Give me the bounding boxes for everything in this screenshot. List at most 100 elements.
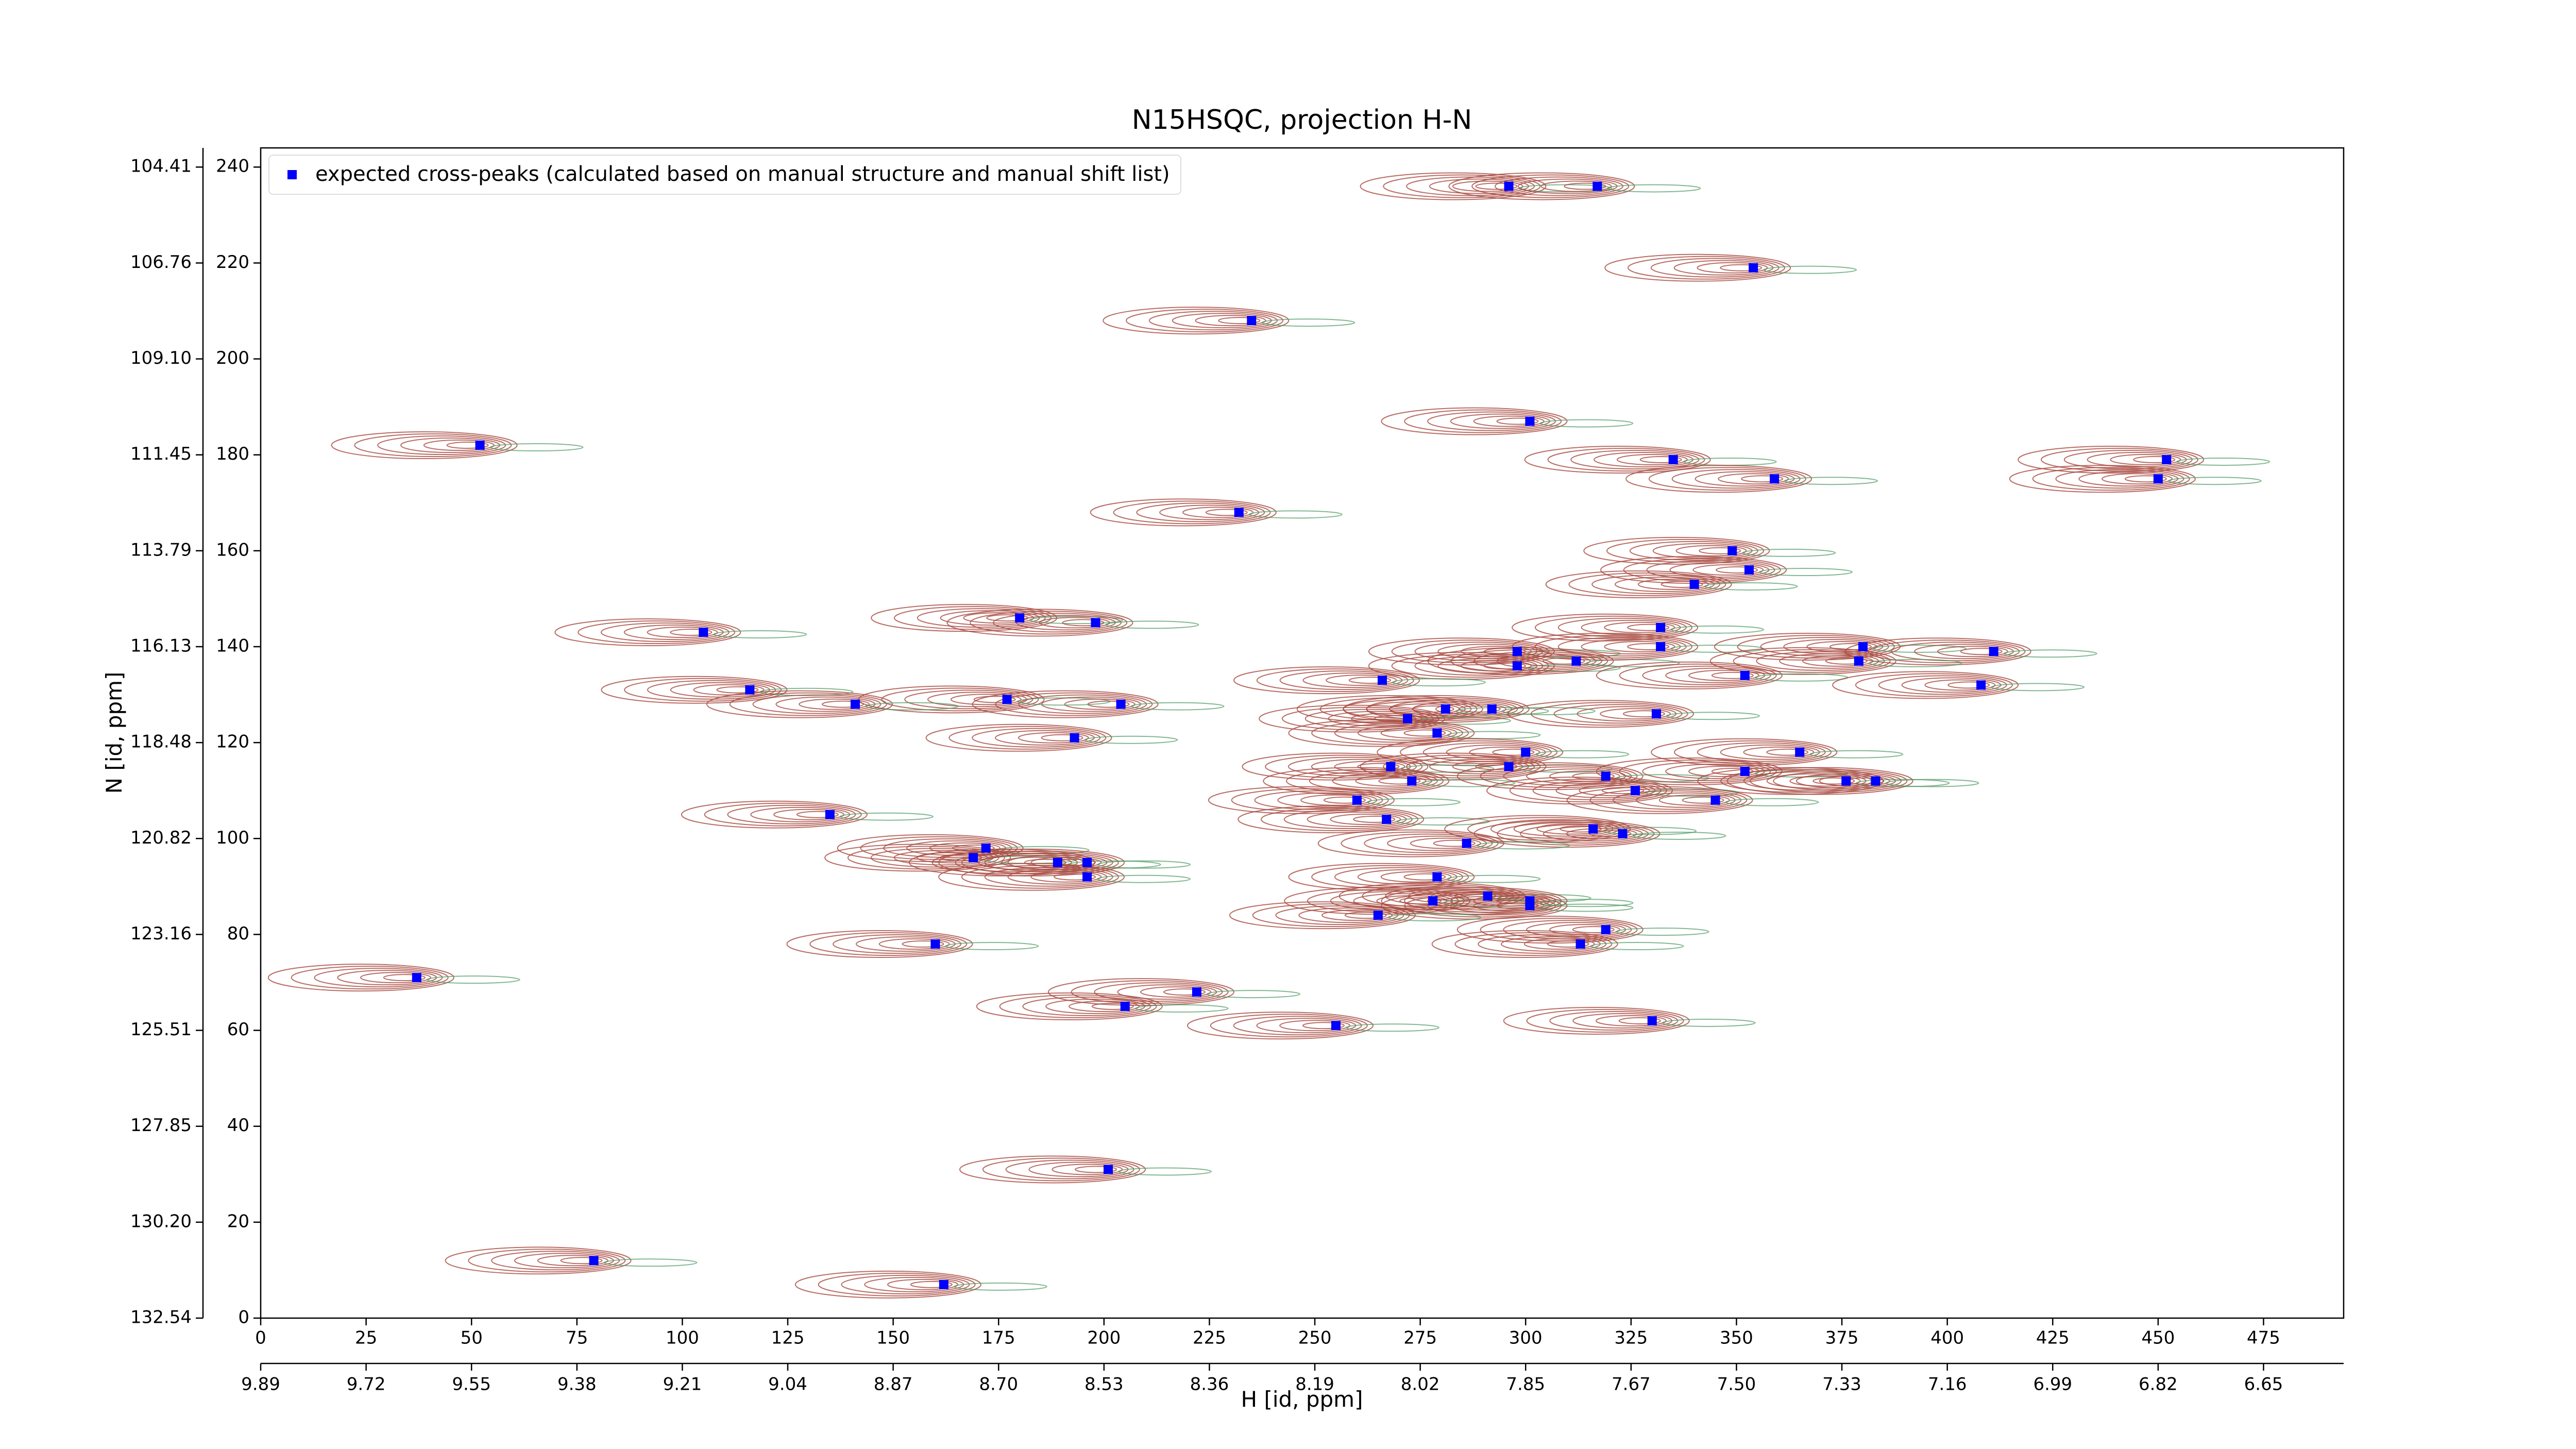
cross-peak: [1795, 747, 1805, 757]
contour: [647, 680, 776, 700]
legend-label: expected cross-peaks (calculated based o…: [315, 162, 1170, 186]
contour: [1473, 900, 1545, 912]
contour: [1625, 465, 1812, 493]
contour: [1475, 182, 1518, 190]
x2-tick-label: 7.85: [1506, 1374, 1545, 1395]
cross-peak: [1710, 795, 1720, 805]
contour: [1606, 538, 1765, 563]
contour: [1648, 467, 1806, 491]
contour: [1447, 731, 1541, 739]
contour: [1447, 874, 1541, 883]
y2-tick-label: 118.48: [130, 732, 192, 752]
contour: [1136, 502, 1265, 523]
contour: [2063, 449, 2193, 469]
contour: [1512, 632, 1699, 661]
contour: [1403, 873, 1446, 881]
contour: [1406, 756, 1535, 777]
contour: [1218, 317, 1261, 325]
contour: [1494, 176, 1623, 196]
contour: [1535, 750, 1630, 759]
contour: [2055, 469, 2184, 489]
contour: [1733, 649, 1891, 673]
cross-peak: [1740, 766, 1750, 776]
contour: [1583, 536, 1770, 565]
contour: [1410, 837, 1481, 849]
contour: [963, 612, 1035, 624]
contour: [1675, 545, 1747, 557]
contour: [331, 431, 518, 460]
x-tick-label: 150: [876, 1328, 910, 1349]
contour: [1570, 449, 1700, 469]
contour: [1568, 572, 1726, 596]
contour: [1097, 874, 1191, 883]
cross-peak: [1070, 733, 1079, 743]
contour: [1557, 636, 1687, 656]
contour: [603, 1258, 698, 1267]
contour: [1047, 978, 1234, 1006]
contour: [1233, 666, 1420, 695]
contour: [1256, 668, 1414, 693]
contour: [706, 690, 893, 718]
contour: [1868, 659, 1962, 667]
contour: [1399, 897, 1442, 905]
contour: [1450, 649, 1608, 673]
cross-peak: [1407, 776, 1417, 786]
contour: [1697, 262, 1768, 274]
contour: [1604, 641, 1675, 652]
contour: [799, 698, 870, 710]
cross-peak: [1656, 622, 1666, 632]
cross-peak: [1002, 695, 1012, 704]
contour: [1642, 761, 1771, 781]
x2-tick-label: 9.89: [241, 1374, 280, 1395]
cross-peak: [1504, 762, 1514, 771]
x-tick-label: 475: [2247, 1328, 2280, 1349]
contour: [1825, 657, 1868, 665]
contour: [693, 684, 765, 696]
contour: [578, 620, 736, 645]
contour: [1809, 750, 1904, 759]
contour: [1520, 823, 1649, 844]
contour: [1018, 732, 1089, 744]
contour: [1947, 681, 1990, 689]
contour: [1403, 729, 1446, 737]
contour: [1311, 865, 1469, 889]
contour: [818, 1272, 976, 1296]
legend-box: [268, 155, 1181, 195]
contour: [1195, 315, 1266, 327]
y2-tick-label: 109.10: [130, 348, 192, 368]
contour: [1005, 1159, 1134, 1180]
cross-peak: [1462, 838, 1471, 848]
contour: [1600, 708, 1671, 720]
contour: [383, 974, 426, 982]
contour: [1054, 873, 1096, 881]
contour: [1844, 637, 2031, 666]
contour: [1591, 574, 1721, 594]
contour: [1718, 473, 1789, 485]
cross-peak: [412, 973, 421, 983]
contour: [1364, 833, 1493, 853]
y2-tick-label: 104.41: [130, 156, 192, 177]
contour: [1279, 1020, 1351, 1032]
contour: [1704, 582, 1798, 591]
contour: [1496, 902, 1539, 909]
contour: [1743, 746, 1815, 758]
contour: [1431, 930, 1618, 958]
contour: [1660, 580, 1703, 588]
contour: [1454, 932, 1613, 956]
contour: [1380, 871, 1452, 883]
cross-peak: [1689, 579, 1699, 589]
x2-tick-label: 7.33: [1822, 1374, 1861, 1395]
cross-peak: [1082, 872, 1092, 882]
contour: [716, 686, 759, 694]
contour: [1404, 409, 1562, 433]
contour: [1539, 903, 1634, 912]
contour: [1389, 699, 1518, 719]
contour: [554, 618, 741, 647]
contour: [1406, 176, 1535, 196]
contour: [624, 678, 782, 702]
contour: [1616, 453, 1688, 465]
contour: [1030, 871, 1102, 883]
contour: [1523, 938, 1595, 950]
cross-peak: [1116, 699, 1126, 709]
